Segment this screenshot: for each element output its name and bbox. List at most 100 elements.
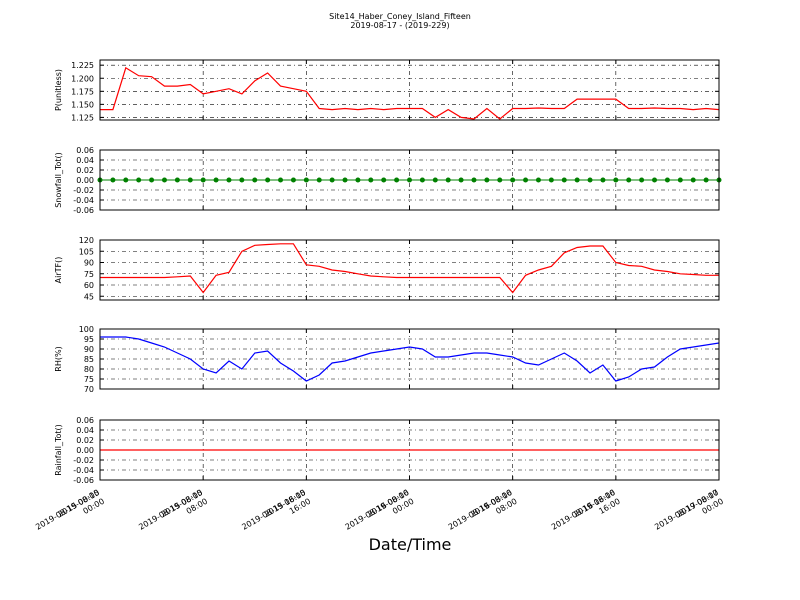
series-marker [471, 177, 477, 183]
y-tick-label: -0.06 [73, 206, 94, 215]
x-tick-label: 2019-08-17 00:002019-08-1700:00 [653, 488, 725, 541]
series-marker [200, 177, 206, 183]
x-tick-label: 2019-08-16 00:002019-08-1600:00 [344, 488, 416, 541]
series-line [100, 336, 720, 382]
y-tick-label: -0.06 [73, 476, 94, 485]
series-marker [626, 177, 632, 183]
series-marker [600, 177, 606, 183]
y-tick-label: -0.02 [73, 186, 94, 195]
series-marker [484, 177, 490, 183]
series-marker [497, 177, 503, 183]
y-tick-label: 1.200 [71, 74, 94, 83]
plot-frame [99, 149, 720, 211]
series-line [100, 243, 719, 294]
series-marker [613, 177, 619, 183]
x-tick-label: 2019-08-16 16:002019-08-1616:00 [550, 488, 622, 541]
y-tick-label: 100 [79, 325, 94, 334]
y-tick-label: 70 [84, 385, 94, 394]
series-marker [432, 177, 438, 183]
series-marker [394, 177, 400, 183]
series-marker [677, 177, 683, 183]
y-tick-label: 85 [84, 355, 94, 364]
series-marker [316, 177, 322, 183]
series-marker [278, 177, 284, 183]
series-marker [174, 177, 180, 183]
series-marker [639, 177, 645, 183]
series-marker [290, 177, 296, 183]
chart-subtitle: 2019-08-17 - (2019-229) [350, 21, 449, 30]
y-tick-label: 0.02 [76, 166, 94, 175]
series-marker [123, 177, 129, 183]
y-axis-label: P(unitless) [54, 69, 63, 111]
series-marker [187, 177, 193, 183]
series-marker [381, 177, 387, 183]
series-marker [226, 177, 232, 183]
y-tick-label: 0.06 [76, 416, 94, 425]
y-tick-label: 80 [84, 365, 94, 374]
y-tick-label: 0.04 [76, 156, 94, 165]
x-tick-label: 2019-08-15 16:002019-08-1516:00 [240, 488, 312, 541]
y-tick-label: 1.175 [71, 87, 94, 96]
y-axis-label: AirTF() [54, 257, 63, 284]
y-axis-label: RH(%) [54, 346, 63, 371]
y-tick-label: 45 [84, 292, 94, 301]
y-tick-label: 1.150 [71, 100, 94, 109]
y-tick-label: 0.00 [76, 446, 94, 455]
series-marker [213, 177, 219, 183]
y-tick-label: 0.00 [76, 176, 94, 185]
series-marker [535, 177, 541, 183]
series-marker [445, 177, 451, 183]
y-tick-label: 90 [84, 345, 94, 354]
series-marker [548, 177, 554, 183]
x-tick-label: 2019-08-16 08:002019-08-1608:00 [447, 488, 519, 541]
series-marker [265, 177, 271, 183]
series-marker [652, 177, 658, 183]
y-tick-label: 1.225 [71, 61, 94, 70]
y-axis-label: Snowfall_Tot() [54, 152, 63, 208]
series-marker [587, 177, 593, 183]
series-marker [355, 177, 361, 183]
x-axis-label: Date/Time [369, 535, 452, 554]
series-marker [458, 177, 464, 183]
plot-frame [99, 239, 720, 301]
y-tick-label: 95 [84, 335, 94, 344]
series-marker [703, 177, 709, 183]
y-tick-label: 90 [84, 259, 94, 268]
series-marker [239, 177, 245, 183]
series-marker [161, 177, 167, 183]
y-tick-label: 1.125 [71, 113, 94, 122]
y-tick-label: 0.04 [76, 426, 94, 435]
series-marker [110, 177, 116, 183]
series-marker [510, 177, 516, 183]
series-marker [252, 177, 258, 183]
y-axis-label: Rainfall_Tot() [54, 424, 63, 476]
series-marker [136, 177, 142, 183]
y-tick-label: 0.06 [76, 146, 94, 155]
y-tick-label: 120 [79, 236, 94, 245]
plot-frame [99, 328, 720, 390]
y-tick-label: -0.02 [73, 456, 94, 465]
y-tick-label: 75 [84, 375, 94, 384]
plot-frame [99, 59, 720, 121]
series-marker [664, 177, 670, 183]
series-marker [523, 177, 529, 183]
y-tick-label: 105 [79, 247, 94, 256]
y-tick-label: -0.04 [73, 466, 94, 475]
y-tick-label: 75 [84, 270, 94, 279]
series-line [100, 66, 720, 120]
plot-frame [99, 419, 720, 481]
x-tick-label: 2019-08-15 00:002019-08-1500:00 [34, 488, 106, 541]
y-tick-label: 60 [84, 281, 94, 290]
series-marker [419, 177, 425, 183]
series-marker [342, 177, 348, 183]
x-tick-label: 2019-08-15 08:002019-08-1508:00 [137, 488, 209, 541]
series-marker [561, 177, 567, 183]
series-marker [690, 177, 696, 183]
chart-title: Site14_Haber_Coney_Island_Fifteen [329, 12, 471, 21]
y-tick-label: -0.04 [73, 196, 94, 205]
series-marker [149, 177, 155, 183]
series-marker [407, 177, 412, 183]
y-tick-label: 0.02 [76, 436, 94, 445]
series-marker [368, 177, 374, 183]
